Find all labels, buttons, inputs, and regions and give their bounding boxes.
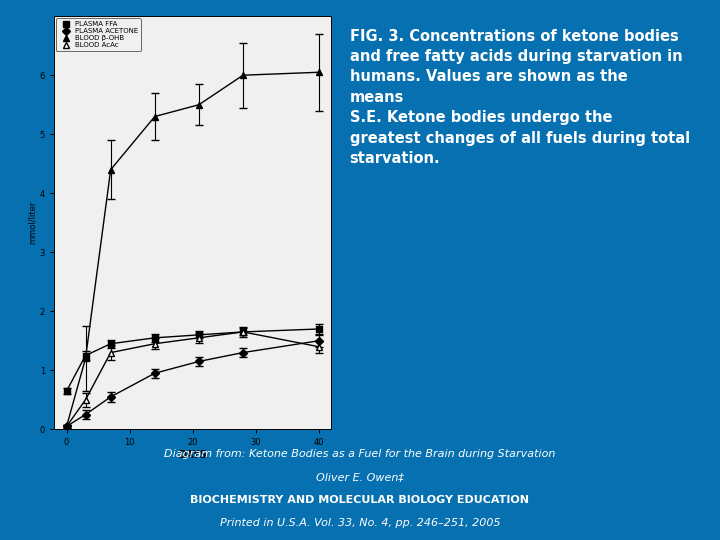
Text: Oliver E. Owen‡: Oliver E. Owen‡ xyxy=(316,472,404,482)
Text: FIG. 3. Concentrations of ketone bodies
and free fatty acids during starvation i: FIG. 3. Concentrations of ketone bodies … xyxy=(350,29,690,166)
Text: Printed in U.S.A. Vol. 33, No. 4, pp. 246–251, 2005: Printed in U.S.A. Vol. 33, No. 4, pp. 24… xyxy=(220,518,500,528)
Text: BIOCHEMISTRY AND MOLECULAR BIOLOGY EDUCATION: BIOCHEMISTRY AND MOLECULAR BIOLOGY EDUCA… xyxy=(191,495,529,505)
X-axis label: DAYS: DAYS xyxy=(179,450,207,460)
Legend: PLASMA FFA, PLASMA ACETONE, BLOOD β-OHB, BLOOD AcAc: PLASMA FFA, PLASMA ACETONE, BLOOD β-OHB,… xyxy=(56,18,141,51)
Y-axis label: mmol/liter: mmol/liter xyxy=(28,201,37,245)
Text: Diagram from: Ketone Bodies as a Fuel for the Brain during Starvation: Diagram from: Ketone Bodies as a Fuel fo… xyxy=(164,449,556,458)
